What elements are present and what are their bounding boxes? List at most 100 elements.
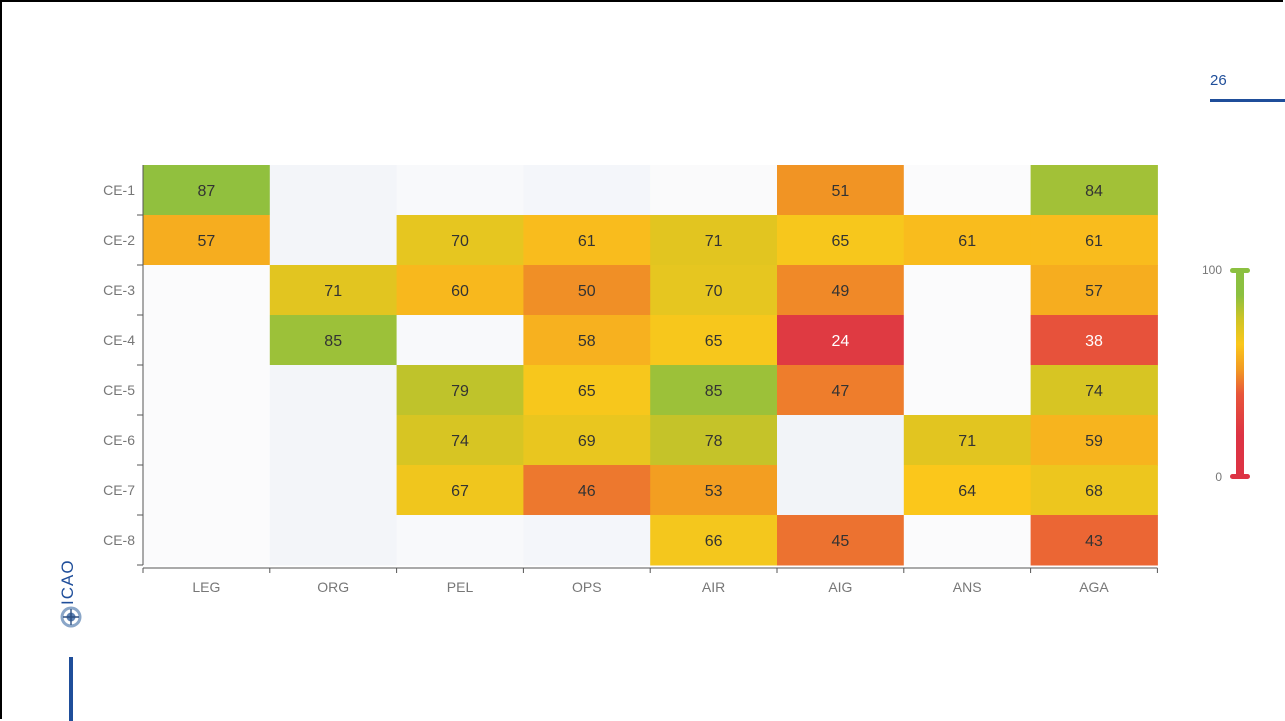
heatmap-value-label: 74 (451, 433, 469, 450)
heatmap-empty-cell (269, 215, 398, 266)
heatmap-cell (777, 265, 905, 316)
heatmap-cell (650, 515, 778, 566)
heatmap-empty-cell (396, 165, 524, 216)
heatmap-empty-cell (143, 465, 271, 516)
y-tick-label: CE-5 (103, 382, 135, 398)
page-number: 26 (1210, 72, 1227, 89)
heatmap-value-label: 38 (1085, 333, 1103, 350)
heatmap-value-label: 69 (578, 433, 596, 450)
heatmap-empty-cell (523, 515, 651, 566)
heatmap-cell (396, 465, 524, 516)
y-tick-label: CE-1 (103, 182, 135, 198)
heatmap-value-label: 61 (578, 233, 596, 250)
color-scale-bar (1236, 270, 1244, 477)
color-scale-max-label: 100 (1202, 263, 1222, 277)
heatmap-empty-cell (269, 465, 398, 516)
heatmap-value-label: 71 (958, 433, 976, 450)
heatmap-empty-cell (903, 165, 1032, 216)
heatmap-value-label: 57 (198, 233, 216, 250)
heatmap-cell (650, 365, 778, 416)
heatmap-cell (777, 215, 905, 266)
y-tick-label: CE-4 (103, 332, 135, 348)
heatmap-cell (523, 215, 651, 266)
heatmap-cell (523, 365, 651, 416)
heatmap-cell (650, 265, 778, 316)
heatmap-cell (143, 165, 271, 216)
heatmap-empty-cell (777, 465, 905, 516)
heatmap-value-label: 59 (1085, 433, 1103, 450)
heatmap-empty-cell (903, 365, 1032, 416)
heatmap-value-label: 74 (1085, 383, 1103, 400)
color-scale-min-cap (1230, 474, 1250, 479)
x-tick-label: OPS (572, 579, 602, 595)
y-tick-label: CE-7 (103, 482, 135, 498)
heatmap-empty-cell (143, 515, 271, 566)
heatmap-value-label: 67 (451, 483, 469, 500)
heatmap-value-label: 84 (1085, 183, 1103, 200)
heatmap-value-label: 53 (705, 483, 723, 500)
heatmap-cell (1030, 365, 1158, 416)
x-tick-label: AIG (828, 579, 852, 595)
heatmap-cell (396, 365, 524, 416)
heatmap-cell (650, 465, 778, 516)
heatmap-empty-cell (396, 315, 524, 366)
heatmap-value-label: 71 (324, 283, 342, 300)
heatmap-value-label: 51 (832, 183, 850, 200)
heatmap-cell (903, 415, 1032, 466)
heatmap-value-label: 57 (1085, 283, 1103, 300)
x-tick-label: ORG (317, 579, 349, 595)
heatmap-empty-cell (903, 265, 1032, 316)
color-scale-min-label: 0 (1215, 470, 1222, 484)
heatmap-value-label: 66 (705, 533, 723, 550)
heatmap-cell (523, 465, 651, 516)
heatmap-value-label: 65 (832, 233, 850, 250)
heatmap-empty-cell (396, 515, 524, 566)
heatmap-empty-cell (903, 315, 1032, 366)
heatmap-cell (523, 265, 651, 316)
heatmap-empty-cell (903, 515, 1032, 566)
heatmap-empty-cell (143, 415, 271, 466)
heatmap-cell (903, 215, 1032, 266)
heatmap-value-label: 70 (705, 283, 723, 300)
heatmap-cell (396, 215, 524, 266)
heatmap-value-label: 58 (578, 333, 596, 350)
icao-emblem-icon (59, 605, 83, 634)
logo-rule (69, 657, 73, 721)
heatmap-cell (650, 315, 778, 366)
heatmap-value-label: 65 (578, 383, 596, 400)
heatmap-value-label: 61 (1085, 233, 1103, 250)
heatmap-cell (903, 465, 1032, 516)
heatmap-cell (1030, 215, 1158, 266)
heatmap-value-label: 43 (1085, 533, 1103, 550)
heatmap-value-label: 61 (958, 233, 976, 250)
heatmap-empty-cell (650, 165, 778, 216)
x-tick-label: LEG (192, 579, 220, 595)
heatmap-cell (650, 415, 778, 466)
heatmap-value-label: 78 (705, 433, 723, 450)
heatmap-cell (396, 265, 524, 316)
heatmap-cell (777, 315, 905, 366)
heatmap-value-label: 65 (705, 333, 723, 350)
heatmap-value-label: 85 (705, 383, 723, 400)
heatmap-cell (777, 515, 905, 566)
heatmap-cell (1030, 415, 1158, 466)
heatmap-value-label: 68 (1085, 483, 1103, 500)
heatmap-empty-cell (269, 515, 398, 566)
heatmap-cell (1030, 315, 1158, 366)
y-tick-label: CE-8 (103, 532, 135, 548)
heatmap-empty-cell (143, 365, 271, 416)
heatmap-value-label: 60 (451, 283, 469, 300)
heatmap-value-label: 46 (578, 483, 596, 500)
heatmap-cell (1030, 465, 1158, 516)
heatmap-value-label: 49 (832, 283, 850, 300)
heatmap-cell (269, 265, 398, 316)
heatmap-empty-cell (143, 315, 271, 366)
heatmap-empty-cell (269, 415, 398, 466)
y-tick-label: CE-6 (103, 432, 135, 448)
x-tick-label: ANS (953, 579, 982, 595)
heatmap-cell (777, 165, 905, 216)
heatmap-value-label: 87 (198, 183, 216, 200)
heatmap-value-label: 70 (451, 233, 469, 250)
